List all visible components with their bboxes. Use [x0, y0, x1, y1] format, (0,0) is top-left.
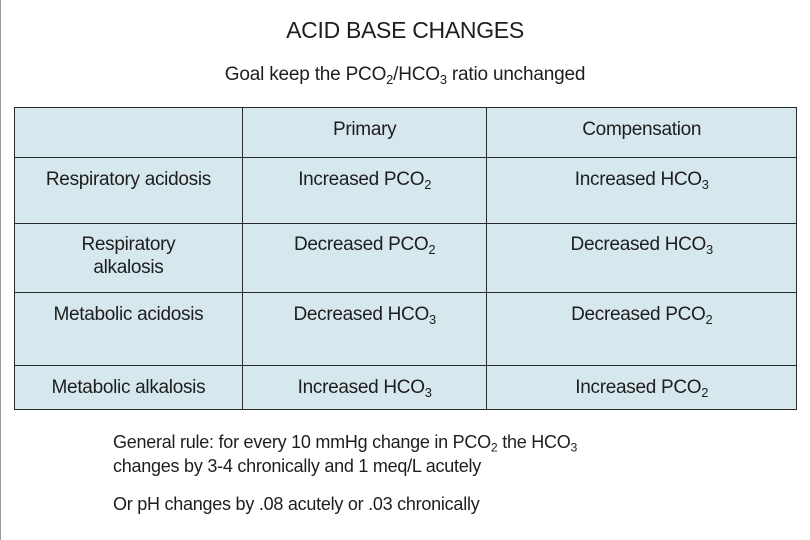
- condition-cell: Metabolic alkalosis: [14, 365, 243, 410]
- table-header-row: Primary Compensation: [14, 107, 797, 158]
- compensation-cell: Decreased PCO2: [486, 292, 797, 366]
- notes-section: General rule: for every 10 mmHg change i…: [113, 430, 577, 516]
- primary-cell: Increased PCO2: [241, 157, 488, 224]
- primary-cell: Increased HCO3: [241, 365, 488, 410]
- condition-cell: Respiratory alkalosis: [14, 223, 243, 293]
- primary-cell: Decreased HCO3: [241, 292, 488, 366]
- compensation-cell: Increased PCO2: [486, 365, 797, 410]
- header-cell-primary: Primary: [241, 107, 488, 158]
- ph-rule-text: Or pH changes by .08 acutely or .03 chro…: [113, 494, 480, 514]
- general-rule-text: General rule: for every 10 mmHg change i…: [113, 432, 578, 455]
- header-cell-compensation: Compensation: [486, 107, 797, 158]
- page-subtitle: Goal keep the PCO2/HCO3 ratio unchanged: [224, 64, 586, 87]
- compensation-cell: Increased HCO3: [486, 157, 797, 224]
- header-cell-empty: [14, 107, 243, 158]
- table-row: Respiratory alkalosis Decreased PCO2 Dec…: [14, 223, 797, 293]
- compensation-cell: Decreased HCO3: [486, 223, 797, 293]
- condition-cell: Metabolic acidosis: [14, 292, 243, 366]
- condition-cell: Respiratory acidosis: [14, 157, 243, 224]
- table-row: Metabolic acidosis Decreased HCO3 Decrea…: [14, 292, 797, 366]
- table-row: Respiratory acidosis Increased PCO2 Incr…: [14, 157, 797, 224]
- primary-cell: Decreased PCO2: [241, 223, 488, 293]
- table-row: Metabolic alkalosis Increased HCO3 Incre…: [14, 365, 797, 410]
- acid-base-table: Primary Compensation Respiratory acidosi…: [14, 107, 797, 410]
- page-left-border: [0, 0, 1, 540]
- general-rule-text-continued: changes by 3-4 chronically and 1 meq/L a…: [113, 456, 482, 476]
- page-title: ACID BASE CHANGES: [286, 17, 524, 43]
